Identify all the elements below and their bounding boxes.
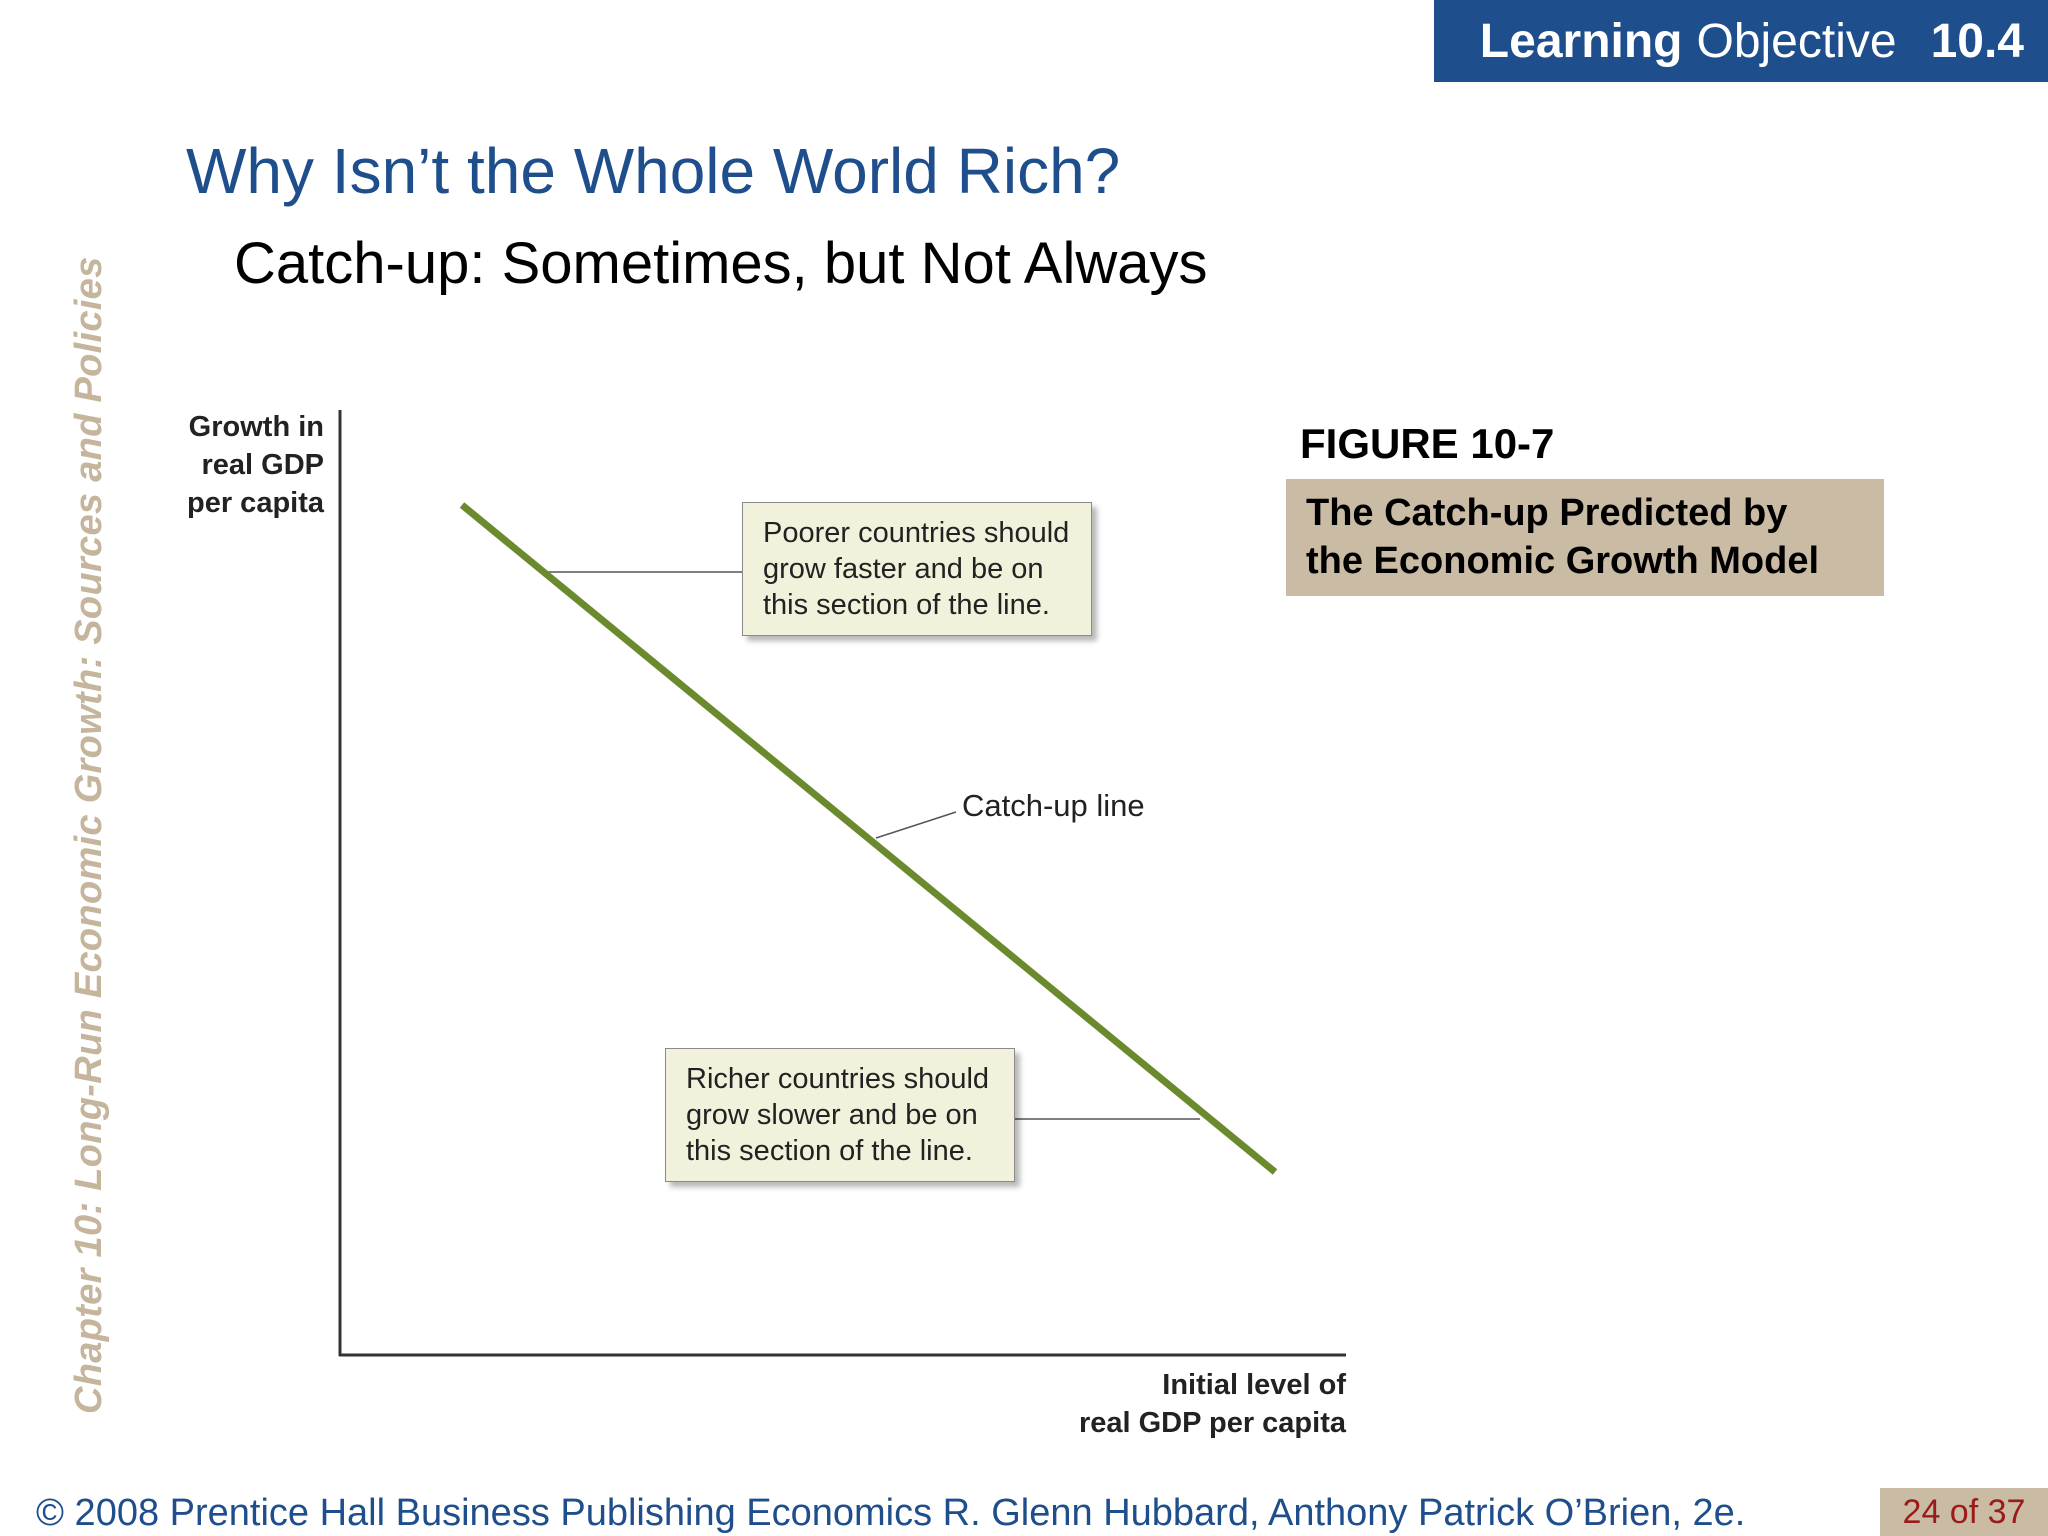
callout-richer-countries: Richer countries should grow slower and … <box>665 1048 1015 1182</box>
x-axis-label-line: real GDP per capita <box>1078 1407 1346 1439</box>
page-counter: 24 of 37 <box>1880 1488 2048 1536</box>
figure-caption-line: the Economic Growth Model <box>1306 540 1820 582</box>
callout-line: this section of the line. <box>763 589 1050 621</box>
callout-line: this section of the line. <box>686 1135 973 1167</box>
slide-subtitle: Catch-up: Sometimes, but Not Always <box>234 231 1208 296</box>
y-axis-label-line: per capita <box>187 487 324 519</box>
learning-objective-badge: Learning Objective 10.4 <box>1434 0 2048 82</box>
lo-word-objective: Objective <box>1696 14 1897 68</box>
lo-number: 10.4 <box>1930 14 2024 68</box>
slide-title: Why Isn’t the Whole World Rich? <box>186 135 1121 207</box>
y-axis-label-line: Growth in <box>188 411 324 443</box>
figure-number: FIGURE 10-7 <box>1300 420 1555 467</box>
callout-line: Richer countries should <box>686 1063 990 1095</box>
catch-up-line-label: Catch-up line <box>962 788 1145 823</box>
leader-middle <box>875 811 957 839</box>
callout-line: grow slower and be on <box>686 1099 978 1131</box>
lo-word-learning: Learning <box>1479 14 1683 68</box>
footer-credit: © 2008 Prentice Hall Business Publishing… <box>36 1492 1746 1534</box>
footer: © 2008 Prentice Hall Business Publishing… <box>0 1488 2048 1536</box>
figure-caption-line: The Catch-up Predicted by <box>1306 492 1788 534</box>
x-axis-label-line: Initial level of <box>1162 1369 1346 1401</box>
figure-caption: The Catch-up Predicted by the Economic G… <box>1286 479 1884 596</box>
y-axis-label-line: real GDP <box>201 449 325 481</box>
x-axis-label: Initial level of real GDP per capita <box>980 1366 1346 1442</box>
callout-line: grow faster and be on <box>763 553 1044 585</box>
callout-poorer-countries: Poorer countries should grow faster and … <box>742 502 1092 636</box>
catch-up-line <box>459 502 1278 1175</box>
y-axis-label: Growth in real GDP per capita <box>150 408 324 522</box>
callout-line: Poorer countries should <box>763 517 1070 549</box>
